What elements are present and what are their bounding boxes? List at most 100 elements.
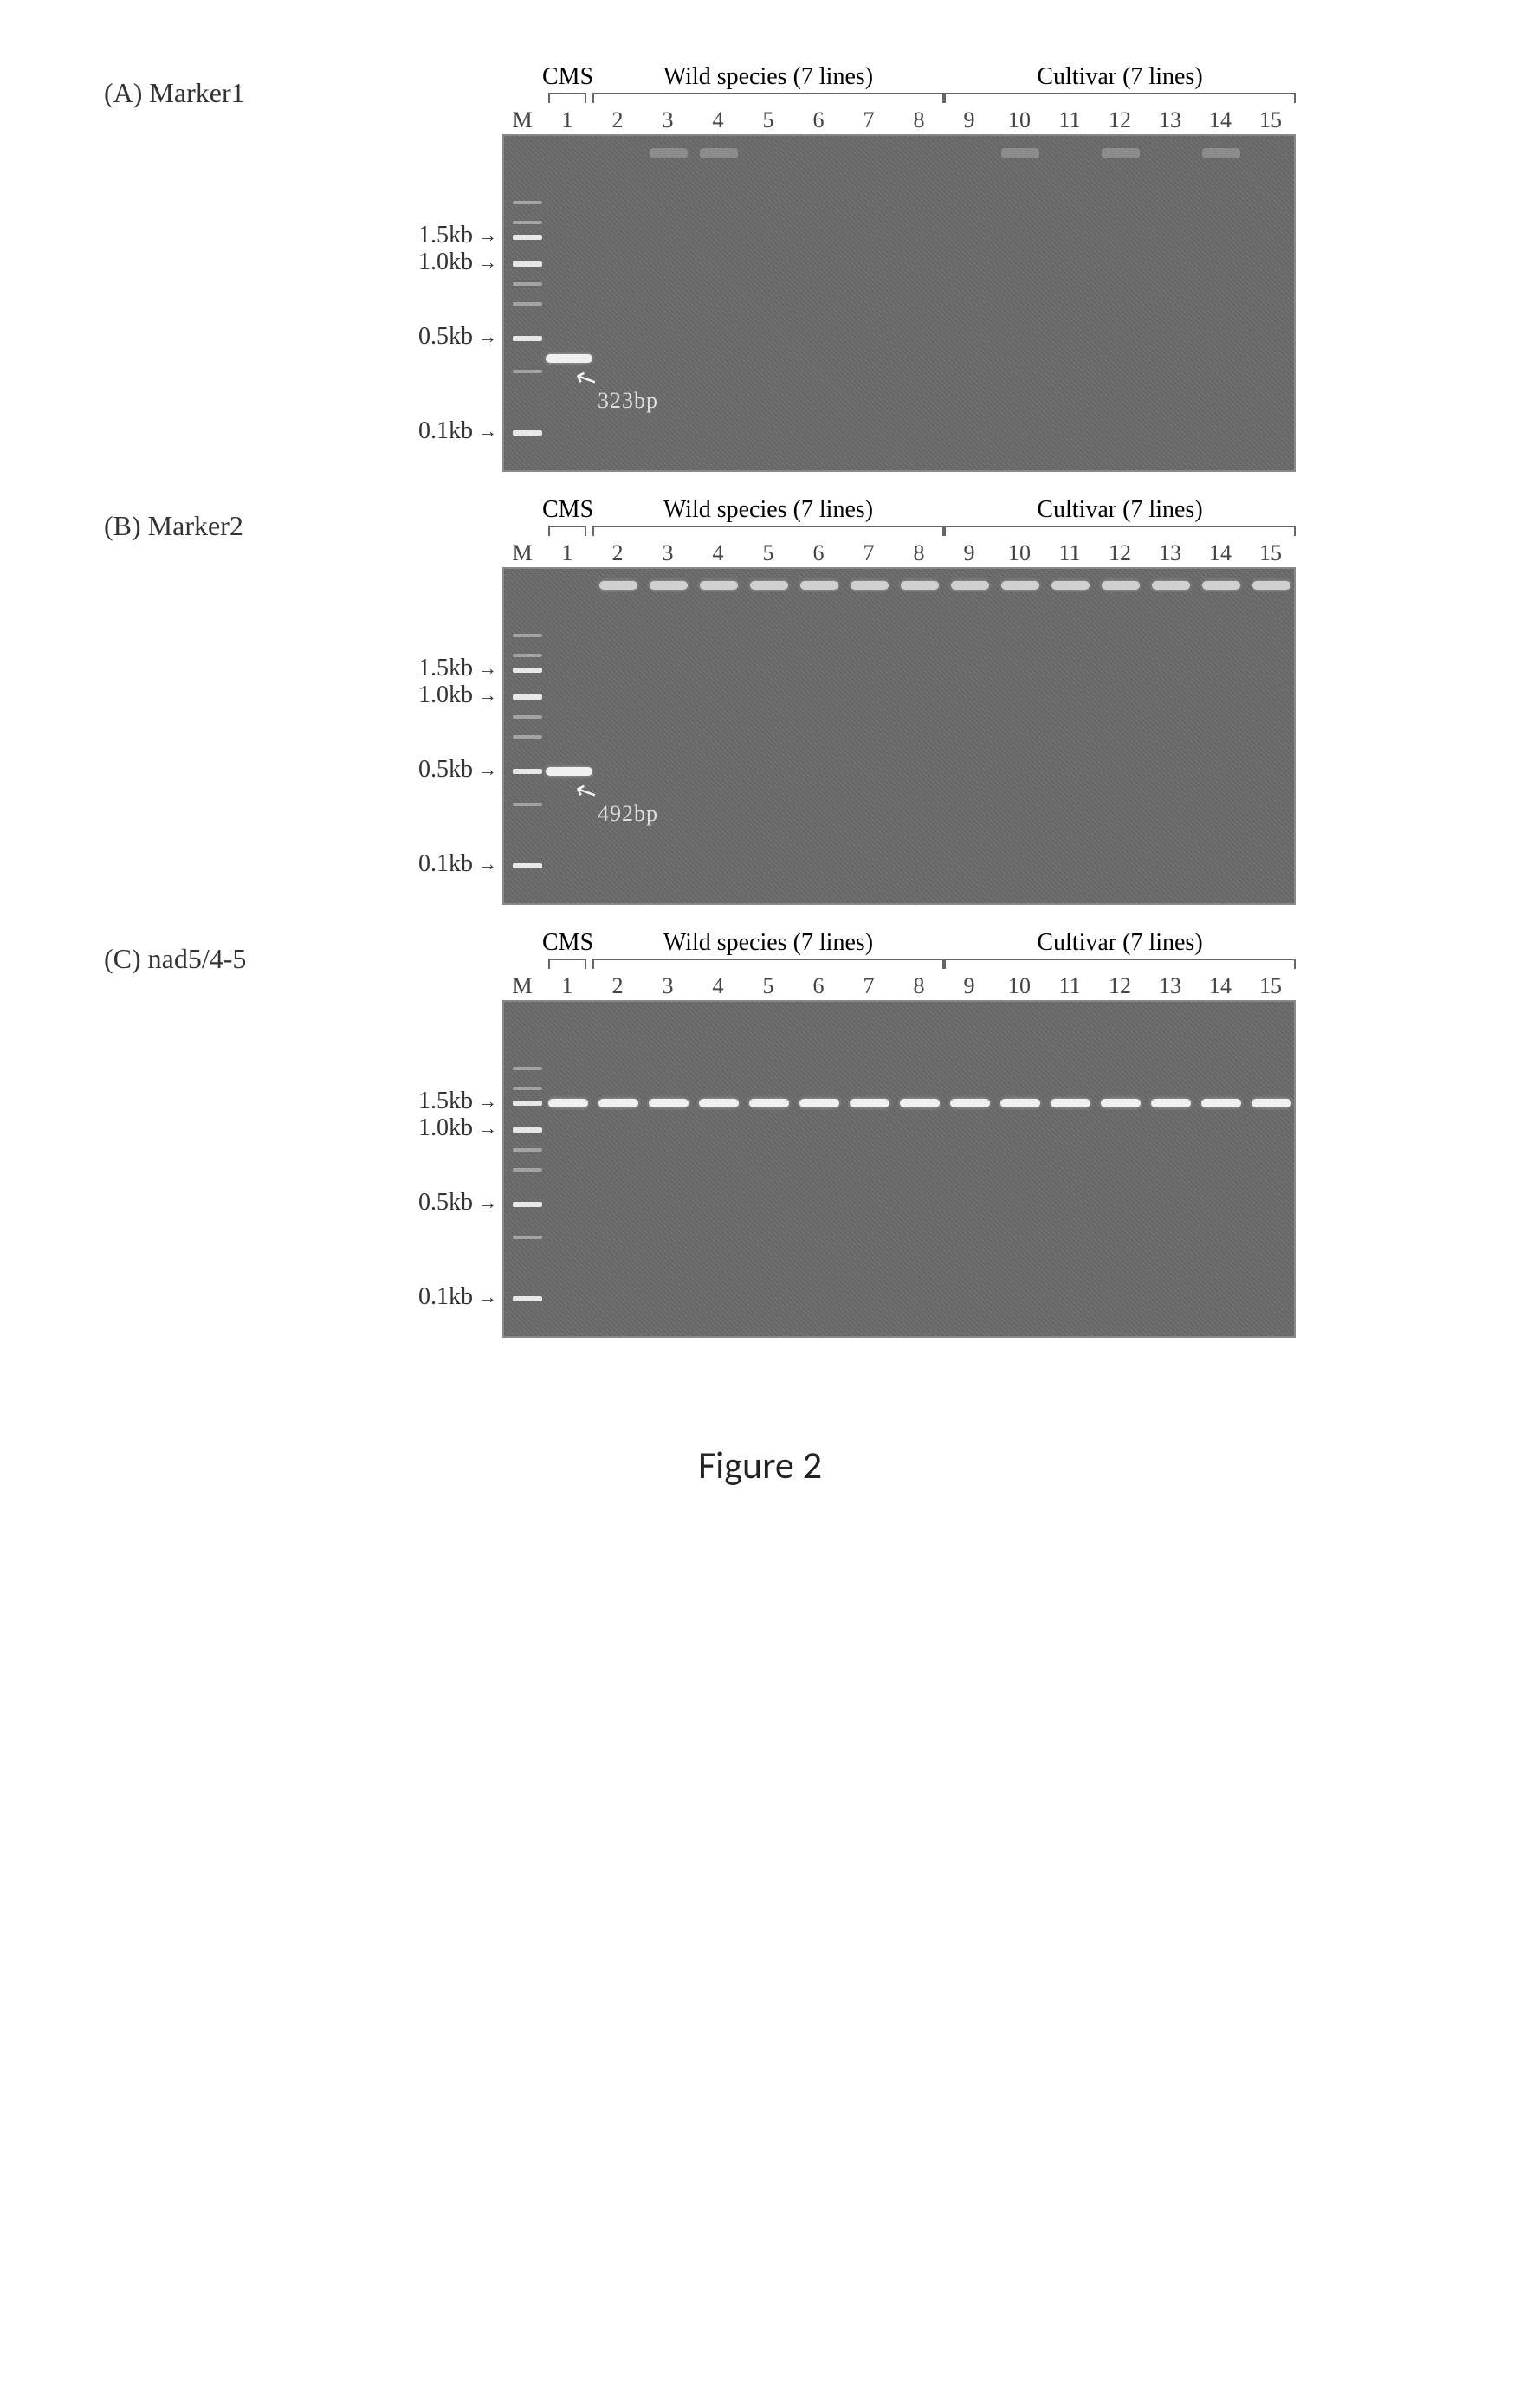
- lane-label: 6: [793, 973, 844, 999]
- ladder-band: [513, 201, 542, 204]
- lane-label: M: [502, 107, 542, 133]
- gel-image: ↖492bp: [502, 567, 1296, 905]
- lane-label: 6: [793, 540, 844, 566]
- lane-label: 8: [894, 540, 944, 566]
- lane-label: 10: [994, 540, 1045, 566]
- group-wild: Wild species (7 lines): [592, 65, 944, 107]
- sample-band: [850, 1099, 889, 1107]
- lane-label: 12: [1095, 973, 1145, 999]
- ladder-band: [513, 1087, 542, 1090]
- ladder-band: [513, 863, 542, 868]
- well-band: [700, 581, 738, 590]
- well-band: [1202, 148, 1240, 158]
- size-marker: 1.0kb→: [418, 249, 497, 276]
- size-marker: 0.1kb→: [418, 850, 497, 878]
- gel-image: ↖323bp: [502, 134, 1296, 472]
- lane-label: 12: [1095, 107, 1145, 133]
- lane-label: 14: [1195, 107, 1245, 133]
- lane-label: 13: [1145, 540, 1195, 566]
- lane-label: 2: [592, 107, 643, 133]
- group-cms: CMS: [542, 498, 592, 539]
- lane-label: 14: [1195, 540, 1245, 566]
- lane-label: 8: [894, 107, 944, 133]
- ladder-band: [513, 302, 542, 306]
- well-band: [650, 148, 688, 158]
- ladder-band: [513, 221, 542, 224]
- lane-label: 9: [944, 540, 994, 566]
- band-size-label: 323bp: [598, 388, 658, 414]
- sample-band: [1252, 1099, 1291, 1107]
- ladder-band: [513, 336, 542, 341]
- lane-label: 1: [542, 973, 592, 999]
- ladder-band: [513, 1148, 542, 1152]
- sample-band: [900, 1099, 940, 1107]
- lane-label: 7: [844, 540, 894, 566]
- well-band: [1102, 581, 1140, 590]
- size-marker: 1.5kb→: [418, 655, 497, 682]
- lane-label: 2: [592, 973, 643, 999]
- size-marker: 1.0kb→: [418, 1114, 497, 1142]
- size-marker-column: 1.5kb→1.0kb→0.5kb→0.1kb→: [398, 507, 502, 905]
- ladder-band: [513, 715, 542, 719]
- panel-label: (B) Marker2: [104, 510, 398, 542]
- size-marker: 0.5kb→: [418, 323, 497, 351]
- well-band: [1051, 581, 1090, 590]
- panel-label: (A) Marker1: [104, 77, 398, 109]
- lane-labels: M123456789101112131415: [502, 107, 1296, 134]
- lane-label: 7: [844, 973, 894, 999]
- ladder-band: [513, 1236, 542, 1239]
- figure-caption: Figure 2: [104, 1442, 1416, 1488]
- pointer-icon: ↖: [570, 361, 603, 397]
- group-wild: Wild species (7 lines): [592, 931, 944, 972]
- sample-band: [950, 1099, 990, 1107]
- group-cultivar: Cultivar (7 lines): [944, 498, 1296, 539]
- ladder-band: [513, 1168, 542, 1172]
- group-labels: CMSWild species (7 lines)Cultivar (7 lin…: [502, 939, 1296, 972]
- sample-band: [649, 1099, 689, 1107]
- band-size-label: 492bp: [598, 801, 658, 827]
- well-band: [1252, 581, 1290, 590]
- sample-band: [749, 1099, 789, 1107]
- lane-label: 5: [743, 973, 793, 999]
- size-marker: 0.5kb→: [418, 756, 497, 784]
- lane-label: 8: [894, 973, 944, 999]
- sample-band: [548, 1099, 588, 1107]
- size-marker-column: 1.5kb→1.0kb→0.5kb→0.1kb→: [398, 939, 502, 1338]
- lane-label: 13: [1145, 973, 1195, 999]
- size-marker: 1.5kb→: [418, 1088, 497, 1115]
- lane-label: 10: [994, 973, 1045, 999]
- ladder-band: [513, 1101, 542, 1106]
- lane-label: 4: [693, 540, 743, 566]
- well-band: [851, 581, 889, 590]
- sample-band: [1151, 1099, 1191, 1107]
- well-band: [800, 581, 838, 590]
- lane-label: 2: [592, 540, 643, 566]
- group-cms: CMS: [542, 65, 592, 107]
- ladder-band: [513, 261, 542, 267]
- lane-labels: M123456789101112131415: [502, 539, 1296, 567]
- group-cms: CMS: [542, 931, 592, 972]
- lane-label: 1: [542, 540, 592, 566]
- lane-label: 5: [743, 540, 793, 566]
- lane-label: 15: [1245, 107, 1296, 133]
- lane-label: 5: [743, 107, 793, 133]
- lane-label: 11: [1045, 973, 1095, 999]
- lane-label: 3: [643, 973, 693, 999]
- well-band: [1001, 581, 1039, 590]
- sample-band: [1201, 1099, 1241, 1107]
- gel-panel-B: (B) Marker21.5kb→1.0kb→0.5kb→0.1kb→CMSWi…: [104, 507, 1416, 905]
- lane-label: 4: [693, 107, 743, 133]
- well-band: [951, 581, 989, 590]
- sample-band: [1000, 1099, 1040, 1107]
- lane-label: 15: [1245, 973, 1296, 999]
- cms-band: [546, 354, 592, 363]
- lane-label: 3: [643, 540, 693, 566]
- lane-label: 9: [944, 107, 994, 133]
- lane-label: 11: [1045, 107, 1095, 133]
- group-cultivar: Cultivar (7 lines): [944, 65, 1296, 107]
- well-band: [1202, 581, 1240, 590]
- well-band: [901, 581, 939, 590]
- lane-label: 9: [944, 973, 994, 999]
- group-labels: CMSWild species (7 lines)Cultivar (7 lin…: [502, 74, 1296, 107]
- gel-image: [502, 1000, 1296, 1338]
